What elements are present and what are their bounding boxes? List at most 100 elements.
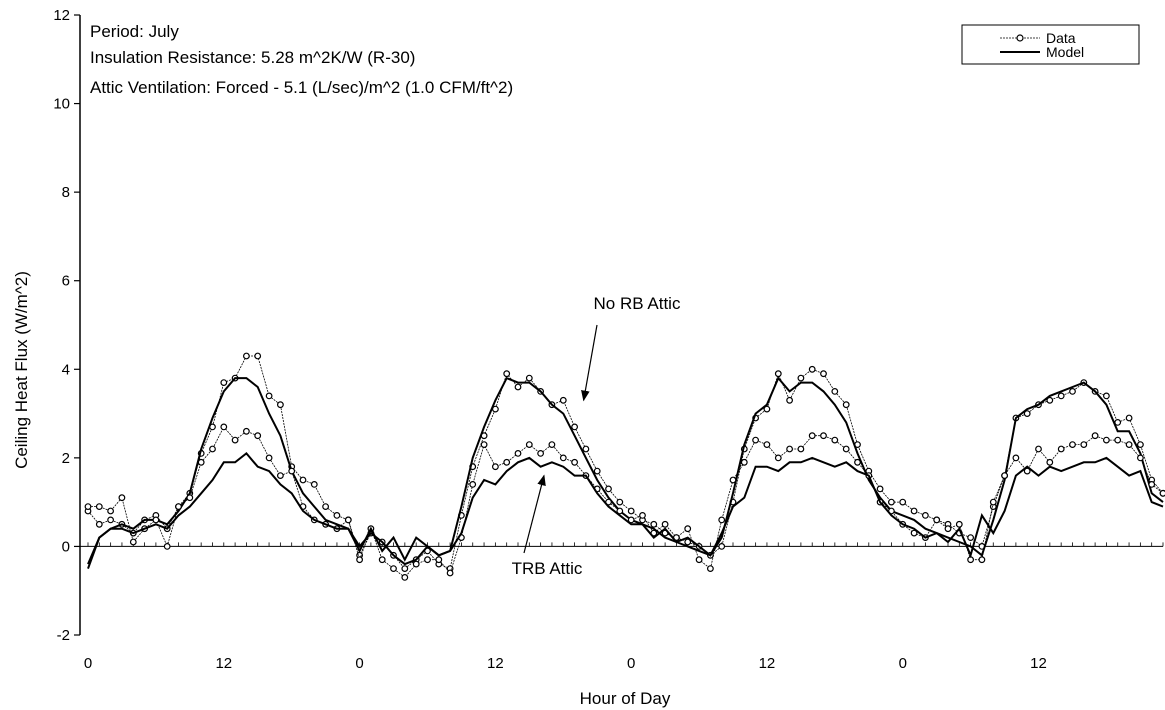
- trb-data-point: [1057, 445, 1065, 453]
- y-tick-label: 0: [62, 538, 70, 555]
- trb-data-point: [220, 423, 228, 431]
- x-tick-label: 12: [759, 655, 776, 672]
- trb-data-point: [480, 441, 488, 449]
- trb-data-point: [1001, 472, 1008, 480]
- trb-data-point: [107, 507, 114, 515]
- annotation-no-rb-arrow: [581, 324, 598, 402]
- trb-data-point: [152, 516, 160, 524]
- legend-data-label: Data: [1046, 30, 1076, 46]
- trb-data-point: [242, 427, 250, 435]
- norb-data-point: [559, 396, 567, 404]
- trb-data-point: [763, 441, 771, 449]
- trb-data-point: [197, 458, 205, 466]
- info-ventilation: Attic Ventilation: Forced - 5.1 (L/sec)/…: [90, 78, 513, 97]
- legend-model-label: Model: [1046, 44, 1084, 60]
- trb-data-point: [842, 445, 850, 453]
- trb-data-point: [718, 516, 726, 524]
- norb-data-point: [650, 520, 658, 528]
- y-tick-label: 2: [62, 450, 70, 467]
- trb-data-point: [1148, 481, 1156, 488]
- trb-data-point: [209, 445, 216, 453]
- trb-data-point: [1102, 436, 1110, 444]
- norb-data-point: [1023, 410, 1031, 418]
- info-insulation: Insulation Resistance: 5.28 m^2K/W (R-30…: [90, 48, 415, 67]
- trb-data-point: [797, 445, 805, 453]
- trb-data-point: [503, 458, 511, 466]
- x-tick-label: 0: [627, 655, 635, 672]
- trb-data-point: [955, 520, 963, 528]
- trb-data-point: [435, 556, 443, 564]
- x-axis-title: Hour of Day: [580, 689, 671, 708]
- y-tick-label: 10: [53, 96, 70, 113]
- trb-data-point: [740, 458, 748, 466]
- norb-data-point: [1102, 392, 1110, 400]
- trb-data-point: [820, 432, 827, 440]
- trb-data-point: [571, 458, 578, 466]
- legend: Data Model: [961, 24, 1140, 65]
- norb-data-point: [503, 370, 511, 378]
- trb-data-point: [277, 472, 284, 480]
- trb-data-point: [559, 454, 567, 462]
- trb-data-point: [1012, 454, 1020, 462]
- trb-data-point: [265, 454, 273, 462]
- y-tick-label: 12: [53, 7, 70, 24]
- trb-data-point: [1091, 432, 1099, 440]
- annotations: No RB Attic TRB Attic: [512, 294, 681, 578]
- norb-data-point: [277, 401, 284, 409]
- trb-data-line: [88, 426, 1164, 578]
- norb-data-point: [899, 498, 907, 506]
- norb-data-point: [525, 374, 533, 382]
- norb-data-point: [593, 467, 601, 475]
- norb-model-line: [87, 376, 1164, 569]
- trb-data-point: [537, 450, 544, 457]
- trb-data-point: [95, 503, 103, 511]
- y-tick-label: 6: [62, 273, 70, 290]
- x-tick-label: 12: [215, 655, 232, 672]
- norb-data-point: [876, 485, 884, 493]
- norb-data-point: [763, 405, 771, 413]
- x-tick-label: 0: [899, 655, 907, 672]
- trb-data-point: [344, 516, 352, 524]
- trb-data-point: [616, 507, 624, 515]
- norb-data-point: [684, 538, 692, 546]
- info-box: Period: July Insulation Resistance: 5.28…: [90, 22, 513, 97]
- trb-data-point: [401, 574, 409, 581]
- trb-data-point: [1114, 436, 1122, 444]
- trb-data-point: [831, 436, 839, 444]
- norb-data-point: [842, 401, 850, 409]
- annotation-trb: TRB Attic: [512, 559, 583, 578]
- norb-data-point: [95, 520, 103, 528]
- x-tick-label: 0: [84, 655, 92, 672]
- norb-data-point: [786, 396, 793, 404]
- trb-data-point: [1023, 467, 1031, 475]
- x-tick-label: 12: [1030, 655, 1047, 672]
- norb-data-point: [888, 498, 895, 506]
- trb-data-point: [356, 556, 364, 564]
- norb-data-point: [605, 485, 612, 493]
- trb-data-point: [1159, 489, 1165, 497]
- trb-data-point: [446, 569, 454, 577]
- trb-data-point: [412, 560, 420, 568]
- trb-data-point: [910, 529, 918, 537]
- trb-data-point: [989, 498, 997, 506]
- trb-data-point: [729, 476, 737, 484]
- trb-data-point: [254, 432, 262, 440]
- norb-data-point: [627, 507, 635, 515]
- norb-data-point: [718, 543, 726, 550]
- norb-data-point: [1069, 388, 1076, 395]
- norb-data-point: [1046, 396, 1054, 404]
- trb-data-point: [424, 556, 431, 564]
- norb-data-point: [401, 565, 409, 572]
- trb-data-point: [163, 543, 171, 550]
- legend-data-marker: [1016, 34, 1024, 42]
- norb-data-point: [571, 423, 578, 431]
- trb-data-point: [944, 525, 952, 533]
- annotation-trb-arrow: [523, 474, 546, 554]
- norb-data-point: [1136, 441, 1144, 449]
- x-tick-label: 12: [487, 655, 504, 672]
- trb-data-point: [684, 525, 692, 533]
- trb-data-point: [639, 512, 646, 519]
- trb-data-point: [661, 520, 669, 528]
- norb-data-point: [820, 370, 827, 378]
